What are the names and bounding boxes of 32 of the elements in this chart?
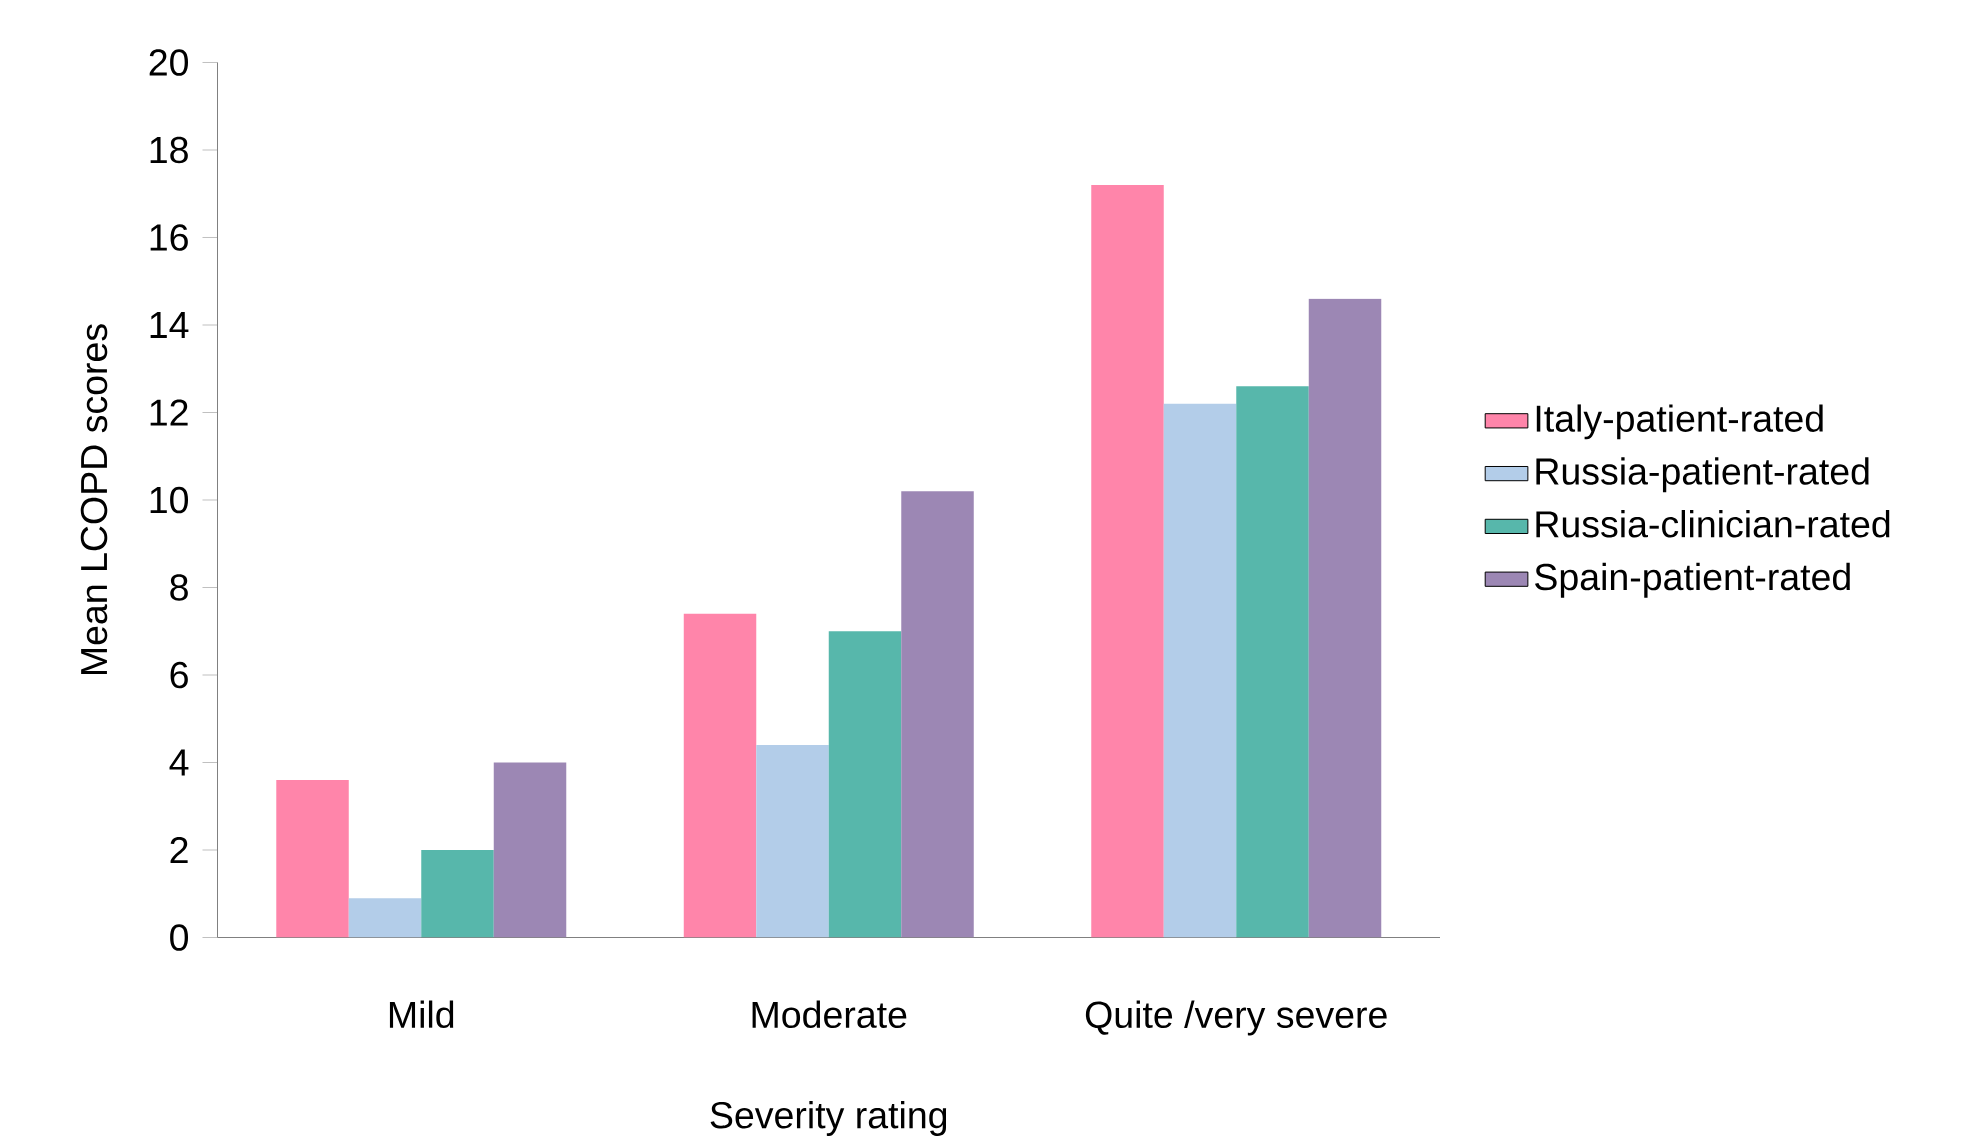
bar [756,744,829,938]
bar [276,779,349,938]
legend-label: Russia-patient-rated [1536,457,1869,492]
legend-label: Italy-patient-rated [1536,404,1823,440]
bar [421,849,494,938]
legend-label: Spain-patient-rated [1535,562,1850,598]
bar [1091,184,1164,938]
y-tick-label: 16 [150,224,188,251]
y-tick-label: 4 [169,749,189,776]
y-tick-label: 18 [150,136,188,164]
x-tick-label: Quite /very severe [1085,1000,1387,1036]
legend-label: Russia-clinician-rated [1536,509,1890,538]
x-tick-label: Moderate [752,1000,907,1028]
y-tick-label: 0 [170,924,189,951]
bar [1163,403,1237,938]
bar [348,897,422,938]
x-tick-label: Mild [389,1000,454,1028]
bar [901,491,974,938]
bar [1236,386,1309,938]
y-tick-label: 8 [170,574,188,601]
y-axis-title: Mean LCOPD scores [80,324,108,674]
bar [828,631,902,938]
y-tick-label: 12 [150,399,188,426]
bar [493,762,567,938]
x-axis-title: Severity rating [710,1100,947,1136]
y-tick-label: 6 [170,661,188,689]
y-tick-label: 20 [149,49,189,76]
y-tick-label: 10 [150,486,189,514]
bar [683,613,757,938]
y-tick-label: 2 [170,836,188,863]
y-tick-label: 14 [150,311,189,338]
bar [1308,298,1382,938]
